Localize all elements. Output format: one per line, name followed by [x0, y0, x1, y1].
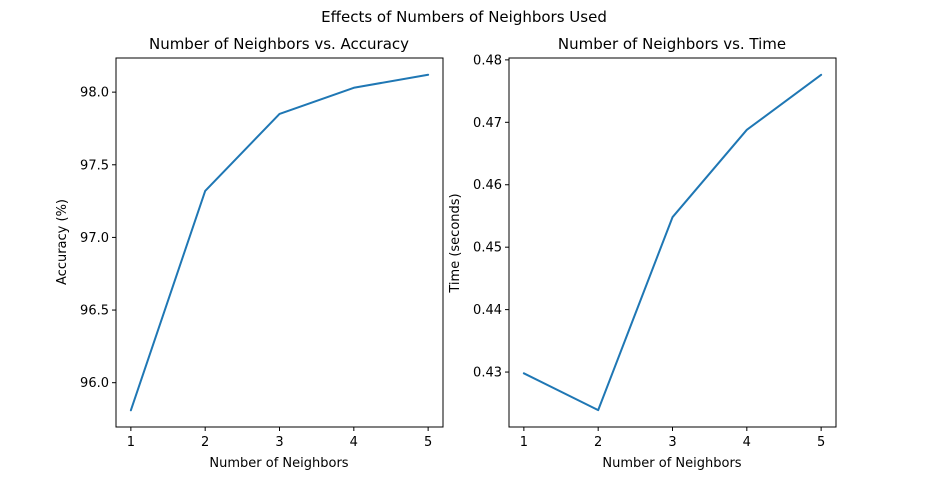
- time-chart-x-tick-label: 5: [817, 435, 825, 450]
- time-chart-x-tick-label: 4: [743, 435, 751, 450]
- accuracy-chart-x-tick-label: 3: [275, 435, 283, 450]
- accuracy-chart-frame: [115, 57, 444, 428]
- time-chart-series: [522, 73, 823, 412]
- time-chart-x-tick-label: 1: [520, 435, 528, 450]
- accuracy-chart-y-tick-label: 98.0: [80, 86, 109, 101]
- accuracy-chart-x-tick-label: 2: [201, 435, 209, 450]
- accuracy-chart-y-label: Accuracy (%): [55, 199, 70, 285]
- accuracy-chart-x-tick-label: 4: [350, 435, 358, 450]
- time-chart-y-tick-label: 0.44: [473, 303, 502, 318]
- figure-title: Effects of Numbers of Neighbors Used: [321, 8, 607, 26]
- time-chart-y-tick-label: 0.45: [473, 241, 502, 256]
- accuracy-chart-title: Number of Neighbors vs. Accuracy: [149, 35, 409, 53]
- time-chart-y-tick-label: 0.47: [473, 116, 502, 131]
- accuracy-chart-line: [129, 73, 430, 412]
- accuracy-chart-y-tick-label: 96.0: [80, 376, 109, 391]
- time-chart-x-tick-label: 2: [594, 435, 602, 450]
- accuracy-chart-series: [129, 73, 430, 412]
- time-chart-ticks: 1 2 3 4 5 0.43 0.44 0.45 0.46 0.47 0.48: [473, 53, 825, 450]
- time-chart-frame: [508, 57, 837, 428]
- accuracy-chart-y-tick-label: 96.5: [80, 304, 109, 319]
- accuracy-chart-x-label: Number of Neighbors: [209, 456, 348, 471]
- accuracy-chart-y-tick-label: 97.0: [80, 231, 109, 246]
- time-chart: Number of Neighbors vs. Time Number of N…: [448, 35, 837, 471]
- time-chart-y-tick-label: 0.46: [473, 178, 502, 193]
- accuracy-chart-x-tick-label: 1: [127, 435, 135, 450]
- time-chart-line: [522, 73, 823, 412]
- time-chart-x-label: Number of Neighbors: [602, 456, 741, 471]
- time-chart-y-tick-label: 0.48: [473, 53, 502, 68]
- accuracy-chart: Number of Neighbors vs. Accuracy Number …: [55, 35, 444, 471]
- accuracy-chart-y-tick-label: 97.5: [80, 158, 109, 173]
- time-chart-x-tick-label: 3: [668, 435, 676, 450]
- time-chart-y-label: Time (seconds): [448, 193, 463, 293]
- accuracy-chart-ticks: 1 2 3 4 5 96.0 96.5 97.0 97.5 98.0: [80, 86, 432, 450]
- accuracy-chart-x-tick-label: 5: [424, 435, 432, 450]
- time-chart-title: Number of Neighbors vs. Time: [558, 35, 786, 53]
- time-chart-y-tick-label: 0.43: [473, 366, 502, 381]
